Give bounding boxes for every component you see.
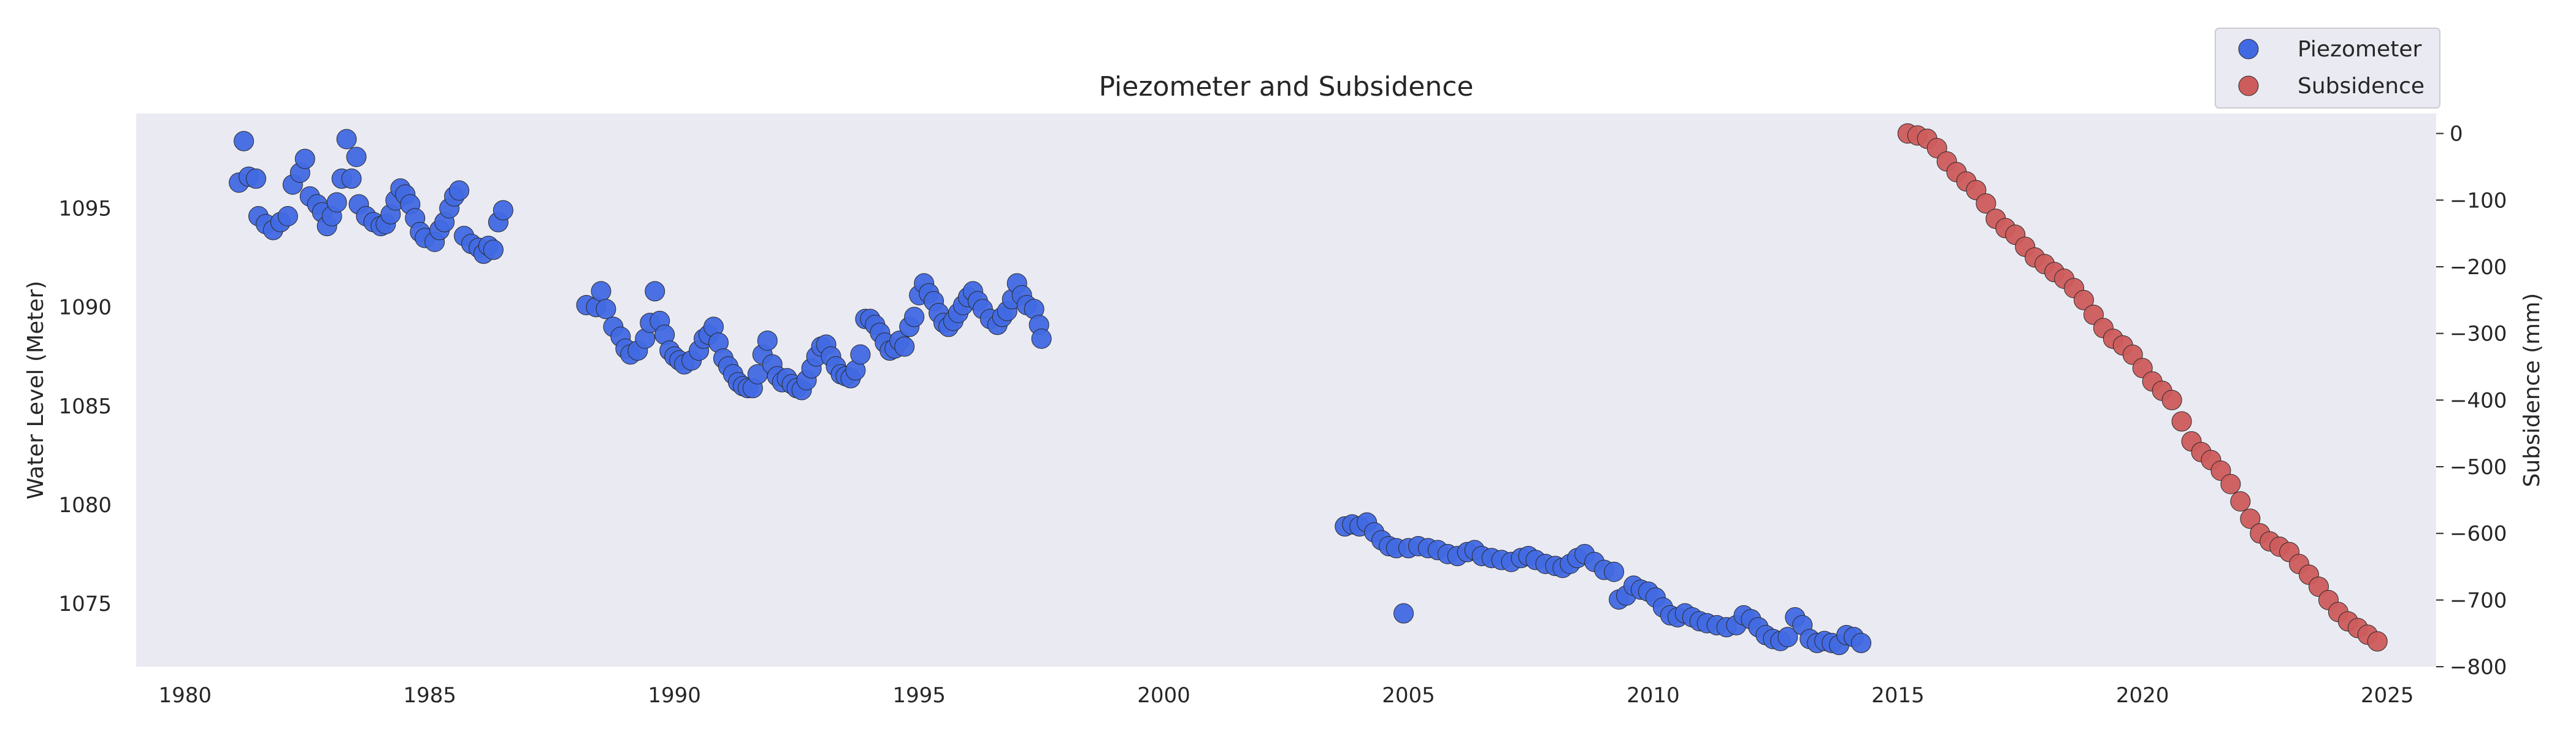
piezometer-series: [229, 129, 1871, 656]
y2-tick-label: −600: [2450, 522, 2507, 546]
piezometer-point: [1604, 561, 1625, 582]
piezometer-point: [294, 148, 315, 169]
piezometer-point: [894, 336, 915, 357]
y2-tick-label: −800: [2450, 655, 2507, 680]
piezometer-point: [493, 200, 513, 221]
piezometer-point: [346, 147, 367, 167]
y-tick-label: 1085: [58, 394, 112, 419]
x-tick-label: 1985: [403, 683, 456, 708]
subsidence-point: [2240, 508, 2261, 529]
y2-tick-label: −100: [2450, 188, 2507, 213]
y-tick-label: 1090: [58, 296, 112, 320]
x-tick-label: 1990: [648, 683, 701, 708]
legend-label-subsidence: Subsidence: [2298, 74, 2425, 99]
subsidence-series: [1897, 123, 2388, 652]
subsidence-point: [2074, 289, 2095, 310]
piezometer-point: [326, 192, 347, 213]
chart-title: Piezometer and Subsidence: [1098, 71, 1473, 102]
y2-tick-label: −200: [2450, 255, 2507, 280]
piezometer-point: [591, 281, 611, 302]
subsidence-point: [2230, 491, 2251, 512]
piezometer-point: [341, 168, 362, 189]
subsidence-point: [2161, 389, 2182, 410]
piezometer-point: [234, 131, 255, 151]
piezometer-point: [596, 299, 616, 320]
piezometer-point: [1393, 603, 1414, 624]
y2-tick-label: −500: [2450, 455, 2507, 480]
piezometer-point: [850, 344, 871, 365]
x-tick-label: 2025: [2361, 683, 2414, 708]
x-tick-label: 2000: [1137, 683, 1190, 708]
piezometer-point: [336, 129, 357, 150]
y2-axis-label: Subsidence (mm): [2520, 293, 2545, 488]
x-axis-ticks: 1980 1985 1990 1995 2000 2005 2010 2015 2020 2025: [159, 683, 2414, 708]
y2-tick-label: −400: [2450, 388, 2507, 413]
piezometer-point: [904, 307, 925, 328]
legend-label-piezometer: Piezometer: [2298, 37, 2421, 62]
piezometer-point: [483, 239, 504, 260]
x-tick-label: 2010: [1627, 683, 1680, 708]
x-tick-label: 2005: [1382, 683, 1435, 708]
subsidence-point: [2367, 631, 2388, 652]
piezometer-point: [757, 330, 778, 351]
y2-tick-label: −700: [2450, 588, 2507, 613]
piezometer-point: [1031, 328, 1052, 349]
y2-axis-ticks: −800 −700 −600 −500 −400 −300 −200 −100 0: [2436, 122, 2507, 680]
legend-box: [2215, 28, 2440, 109]
x-tick-label: 2015: [1871, 683, 1925, 708]
subsidence-point: [1976, 193, 1996, 214]
legend-marker-subsidence: [2238, 75, 2259, 96]
piezometer-point: [645, 281, 665, 302]
piezometer-point: [245, 168, 266, 189]
y-tick-label: 1080: [58, 493, 112, 518]
plot-background: [136, 113, 2436, 667]
y-tick-label: 1095: [58, 197, 112, 221]
piezometer-point: [1851, 632, 1871, 653]
y2-tick-label: −300: [2450, 322, 2507, 347]
x-tick-label: 1995: [892, 683, 946, 708]
subsidence-point: [2220, 473, 2241, 494]
y-axis-ticks: 1075 1080 1085 1090 1095: [58, 197, 112, 616]
y-axis-label: Water Level (Meter): [23, 281, 48, 500]
y2-tick-label: 0: [2450, 122, 2463, 147]
piezometer-point: [277, 206, 298, 227]
legend: Piezometer Subsidence: [2215, 28, 2440, 109]
legend-marker-piezometer: [2238, 39, 2259, 59]
x-tick-label: 1980: [159, 683, 212, 708]
piezometer-point: [449, 180, 470, 201]
subsidence-point: [2171, 411, 2192, 432]
x-tick-label: 2020: [2116, 683, 2169, 708]
y-tick-label: 1075: [58, 592, 112, 616]
piezometer-point: [1777, 627, 1798, 648]
